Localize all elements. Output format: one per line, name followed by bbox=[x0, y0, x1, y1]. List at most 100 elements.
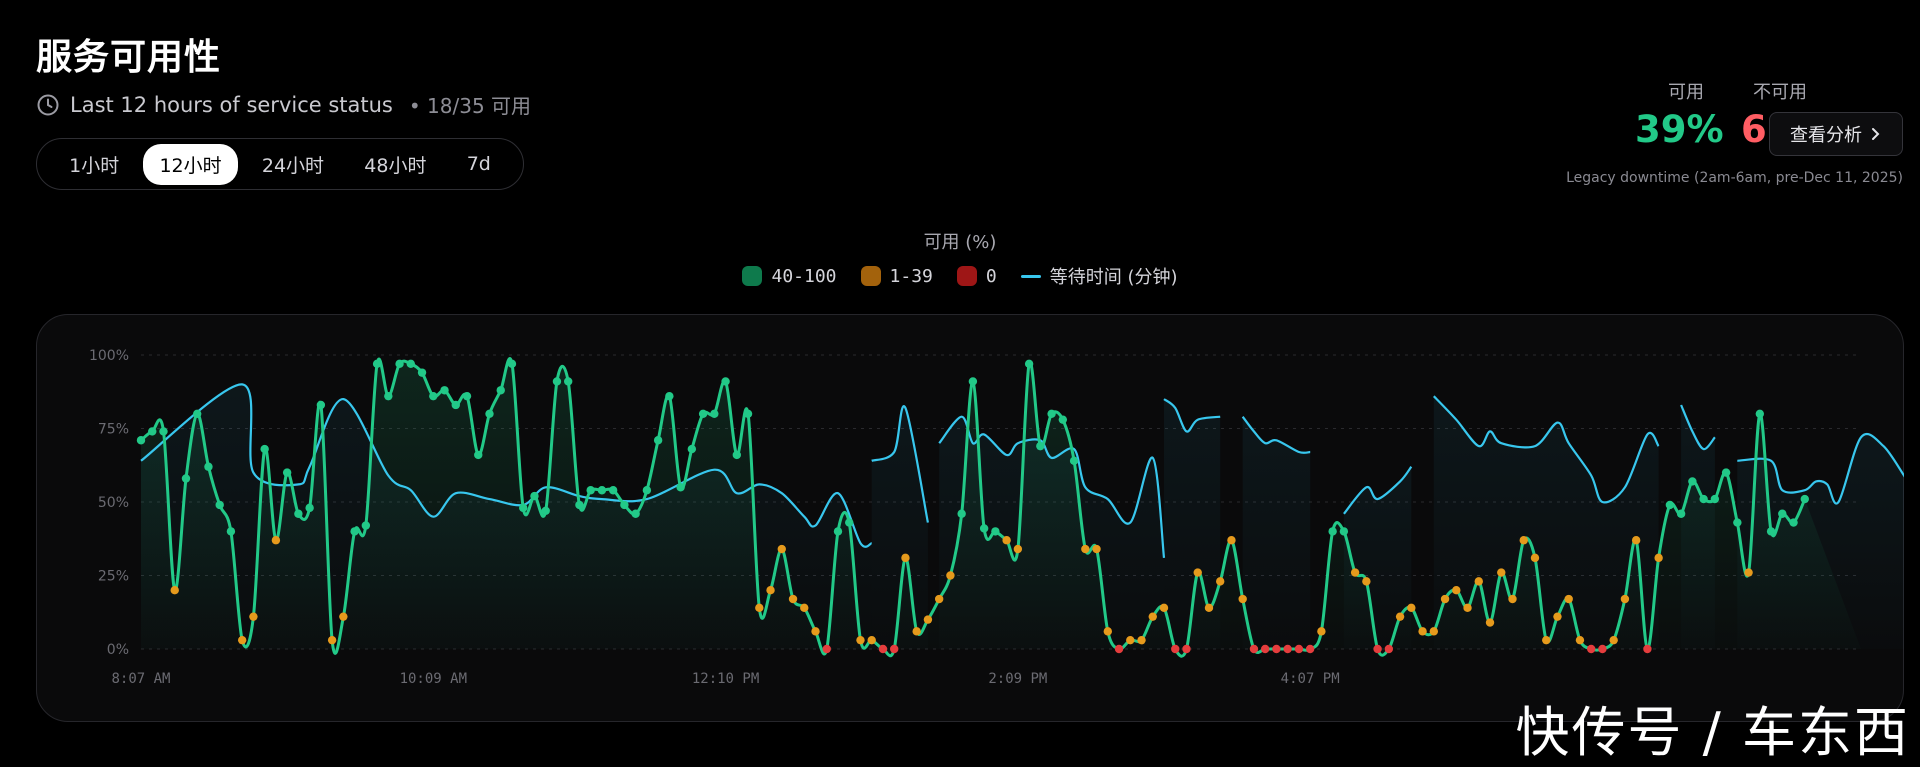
x-tick-label: 8:07 AM bbox=[111, 671, 170, 687]
data-point-red bbox=[1384, 644, 1394, 654]
data-point-orange bbox=[249, 612, 258, 621]
data-point-orange bbox=[1564, 594, 1573, 604]
data-point-green bbox=[653, 436, 663, 445]
data-point-orange bbox=[1126, 635, 1135, 645]
data-point-orange bbox=[1103, 627, 1112, 636]
data-point-green bbox=[1800, 494, 1809, 504]
legend-label-red: 0 bbox=[985, 265, 997, 287]
data-point-green bbox=[1676, 509, 1686, 518]
available-label: 可用 bbox=[1668, 82, 1704, 103]
data-point-green bbox=[417, 368, 427, 377]
time-range-selector: 1小时 12小时 24小时 48小时 7d bbox=[36, 138, 524, 190]
data-point-green bbox=[282, 468, 292, 477]
chart-legend: 40-100 1-39 0 等待时间 (分钟) bbox=[0, 263, 1920, 289]
data-point-orange bbox=[1452, 586, 1461, 595]
data-point-orange bbox=[912, 627, 921, 636]
view-analysis-button[interactable]: 查看分析 bbox=[1769, 112, 1903, 156]
tab-12h[interactable]: 12小时 bbox=[143, 143, 238, 185]
data-point-red bbox=[1643, 644, 1652, 654]
data-point-orange bbox=[1013, 544, 1023, 554]
data-point-green bbox=[1069, 456, 1079, 466]
data-point-orange bbox=[1081, 544, 1090, 554]
data-point-red bbox=[1586, 644, 1596, 654]
data-point-orange bbox=[1216, 577, 1225, 586]
data-point-green bbox=[260, 444, 269, 454]
x-tick-label: 12:10 PM bbox=[692, 671, 759, 687]
legend-item-green[interactable]: 40-100 bbox=[742, 266, 837, 287]
data-point-green bbox=[642, 486, 652, 495]
data-point-red bbox=[1249, 644, 1259, 654]
data-point-green bbox=[451, 400, 460, 410]
wait-time-line bbox=[1343, 466, 1413, 515]
data-point-red bbox=[1114, 644, 1124, 654]
data-point-orange bbox=[1137, 635, 1146, 645]
data-point-red bbox=[1283, 644, 1292, 654]
data-point-green bbox=[1339, 527, 1349, 536]
data-point-green bbox=[384, 391, 393, 401]
data-point-orange bbox=[1474, 577, 1483, 586]
data-point-green bbox=[305, 503, 314, 513]
data-point-green bbox=[1688, 477, 1697, 486]
data-point-orange bbox=[1609, 635, 1618, 645]
clock-icon bbox=[37, 94, 59, 115]
data-point-orange bbox=[800, 603, 809, 613]
data-point-orange bbox=[946, 571, 955, 580]
unavailable-label: 不可用 bbox=[1753, 82, 1807, 103]
data-point-green bbox=[620, 500, 629, 510]
x-tick-label: 10:09 AM bbox=[400, 671, 467, 687]
legend-swatch-orange bbox=[860, 266, 881, 286]
watermark: 快传号 / 车东西 bbox=[1515, 701, 1910, 764]
data-point-green bbox=[226, 527, 236, 536]
tab-24h[interactable]: 24小时 bbox=[261, 154, 325, 177]
legend-item-red[interactable]: 0 bbox=[956, 265, 997, 287]
wait-time-area bbox=[1164, 399, 1221, 649]
data-point-green bbox=[496, 386, 505, 395]
x-tick-label: 2:09 PM bbox=[988, 671, 1047, 687]
data-point-orange bbox=[327, 635, 337, 645]
data-point-green bbox=[440, 386, 449, 395]
data-point-orange bbox=[1497, 568, 1506, 577]
legend-label-orange: 1-39 bbox=[889, 265, 933, 287]
legend-item-orange[interactable]: 1-39 bbox=[860, 265, 933, 287]
data-point-green bbox=[586, 486, 595, 495]
data-point-green bbox=[732, 450, 742, 460]
wait-time-area bbox=[871, 406, 928, 649]
data-point-orange bbox=[1362, 577, 1371, 586]
data-point-green bbox=[631, 509, 640, 518]
data-point-green bbox=[1328, 527, 1337, 536]
data-point-orange bbox=[271, 536, 281, 545]
x-tick-label: 4:07 PM bbox=[1281, 671, 1340, 687]
legend-item-wait-time[interactable]: 等待时间 (分钟) bbox=[1020, 263, 1178, 289]
data-point-green bbox=[1755, 409, 1765, 418]
data-point-green bbox=[957, 509, 966, 518]
wait-time-line bbox=[871, 405, 929, 523]
tab-48h[interactable]: 48小时 bbox=[364, 154, 427, 177]
tab-1h[interactable]: 1小时 bbox=[69, 154, 120, 177]
data-point-green bbox=[395, 359, 404, 369]
subtitle-row: Last 12 hours of service status • 18/35 … bbox=[36, 90, 531, 119]
data-point-orange bbox=[1744, 568, 1753, 577]
data-point-green bbox=[1024, 359, 1034, 369]
data-point-red bbox=[1182, 644, 1191, 654]
data-point-green bbox=[1778, 509, 1787, 518]
data-point-orange bbox=[901, 553, 910, 563]
available-count: • 18/35 可用 bbox=[408, 94, 532, 118]
data-point-orange bbox=[1395, 612, 1405, 621]
data-point-red bbox=[822, 644, 831, 654]
data-point-orange bbox=[755, 603, 764, 613]
legend-line-cyan bbox=[1020, 274, 1041, 278]
data-point-green bbox=[687, 444, 697, 454]
data-point-orange bbox=[856, 635, 865, 645]
availability-stats: 可用 不可用 39% 61% 查看分析 bbox=[1500, 78, 1920, 198]
data-point-green bbox=[991, 527, 1000, 536]
data-point-orange bbox=[811, 627, 820, 636]
chart-title: 可用 (%) bbox=[923, 232, 997, 253]
data-point-green bbox=[1789, 518, 1798, 527]
data-point-orange bbox=[1485, 618, 1495, 627]
legend-label-wait-time: 等待时间 (分钟) bbox=[1049, 267, 1178, 288]
data-point-green bbox=[552, 377, 562, 386]
tab-7d[interactable]: 7d bbox=[466, 153, 491, 175]
data-point-orange bbox=[788, 594, 798, 604]
data-point-red bbox=[1598, 644, 1607, 654]
data-point-orange bbox=[1654, 553, 1663, 563]
